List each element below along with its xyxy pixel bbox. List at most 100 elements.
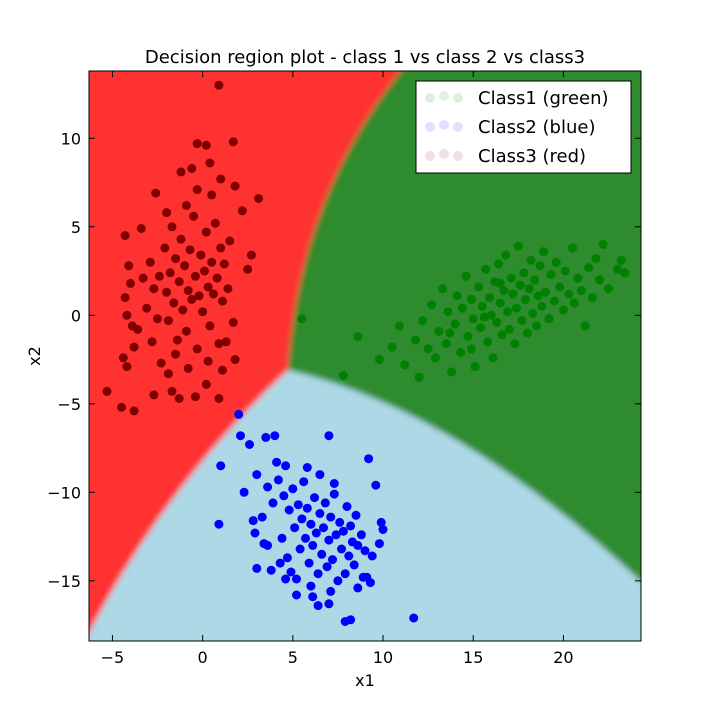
- class3-point: [151, 188, 161, 198]
- class2-point: [277, 533, 287, 543]
- class2-point: [293, 500, 303, 510]
- class3-point: [221, 337, 231, 347]
- class1-point: [495, 298, 505, 308]
- class2-point: [315, 470, 325, 480]
- class2-point: [270, 431, 280, 441]
- class1-point: [560, 266, 570, 276]
- class1-point: [503, 307, 512, 317]
- class3-point: [243, 264, 253, 274]
- class1-point: [508, 289, 518, 299]
- class2-point: [295, 544, 305, 554]
- class2-point: [273, 475, 283, 485]
- class3-point: [201, 379, 211, 389]
- class3-point: [165, 268, 175, 278]
- class1-point: [535, 261, 545, 271]
- class2-point: [261, 432, 271, 442]
- class3-point: [237, 206, 247, 216]
- class2-point: [279, 491, 289, 501]
- class3-point: [212, 273, 222, 283]
- class2-point: [353, 583, 363, 593]
- legend-marker-class1: [453, 93, 463, 103]
- y-tick-label: 5: [71, 218, 81, 237]
- class2-point: [306, 581, 316, 591]
- legend-label-class1: Class1 (green): [478, 88, 609, 109]
- class1-point: [564, 289, 574, 299]
- class3-point: [102, 386, 112, 396]
- class2-point: [275, 558, 285, 568]
- y-tick-label: 10: [61, 129, 81, 148]
- class2-point: [333, 576, 343, 586]
- class2-point: [324, 535, 334, 545]
- y-axis-ticks: −15 −10 −5 0 5 10: [47, 129, 641, 591]
- y-tick-label: 0: [71, 306, 81, 325]
- class2-point: [324, 599, 334, 609]
- class2-point: [346, 521, 356, 531]
- class1-point: [470, 362, 480, 372]
- class3-point: [228, 137, 238, 147]
- class1-point: [573, 273, 583, 283]
- class3-point: [196, 250, 206, 260]
- class3-point: [122, 310, 132, 320]
- class2-point: [292, 574, 301, 584]
- class3-point: [190, 392, 200, 402]
- class1-point: [461, 271, 471, 281]
- class2-point: [308, 540, 318, 550]
- class1-point: [506, 273, 516, 283]
- class2-point: [329, 489, 339, 499]
- class1-point: [450, 319, 460, 329]
- class3-point: [218, 296, 227, 306]
- class3-point: [192, 185, 202, 195]
- class3-point: [145, 257, 155, 267]
- class1-point: [584, 263, 594, 272]
- class2-point: [324, 431, 334, 441]
- class1-point: [456, 348, 466, 357]
- class1-point: [476, 323, 485, 333]
- class2-point: [338, 526, 348, 536]
- class1-point: [604, 284, 613, 294]
- class2-point: [340, 569, 350, 579]
- class1-point: [537, 301, 547, 311]
- class3-point: [181, 201, 191, 210]
- class2-point: [331, 530, 341, 540]
- class1-point: [434, 326, 444, 336]
- class2-point: [250, 528, 260, 538]
- legend-label-class2: Class2 (blue): [478, 117, 595, 138]
- class1-point: [568, 243, 577, 253]
- class3-point: [133, 324, 143, 334]
- class2-point: [326, 586, 336, 596]
- legend-marker-class1: [439, 91, 449, 101]
- class1-point: [558, 305, 568, 315]
- class2-point: [248, 516, 258, 526]
- class2-point: [299, 477, 309, 487]
- class1-point: [443, 307, 453, 317]
- class2-point: [239, 487, 249, 497]
- class2-point: [308, 592, 318, 602]
- class1-point: [521, 294, 530, 304]
- class2-point: [319, 523, 328, 533]
- class2-point: [257, 512, 267, 522]
- class3-point: [122, 362, 132, 372]
- class3-point: [183, 363, 193, 373]
- class2-point: [340, 617, 350, 626]
- class2-point: [374, 539, 384, 549]
- class1-point: [494, 259, 503, 269]
- class2-point: [342, 502, 352, 511]
- axes-frame: [88, 70, 642, 642]
- class1-point: [580, 321, 590, 331]
- class1-point: [466, 344, 476, 354]
- class2-point: [252, 563, 262, 573]
- class3-point: [178, 305, 188, 315]
- class1-point: [524, 284, 534, 294]
- class2-point: [320, 498, 330, 508]
- class1-point: [468, 314, 478, 324]
- class1-point: [512, 303, 521, 313]
- class1-point: [526, 255, 536, 265]
- class1-point: [427, 300, 437, 310]
- class2-point: [409, 613, 419, 623]
- x-tick-label: −5: [101, 648, 125, 667]
- class1-point: [539, 247, 549, 257]
- class1-point: [423, 344, 433, 354]
- x-axis-ticks: −5 0 5 10 15 20: [101, 71, 574, 667]
- class3-point: [176, 234, 186, 244]
- class1-point: [481, 264, 491, 274]
